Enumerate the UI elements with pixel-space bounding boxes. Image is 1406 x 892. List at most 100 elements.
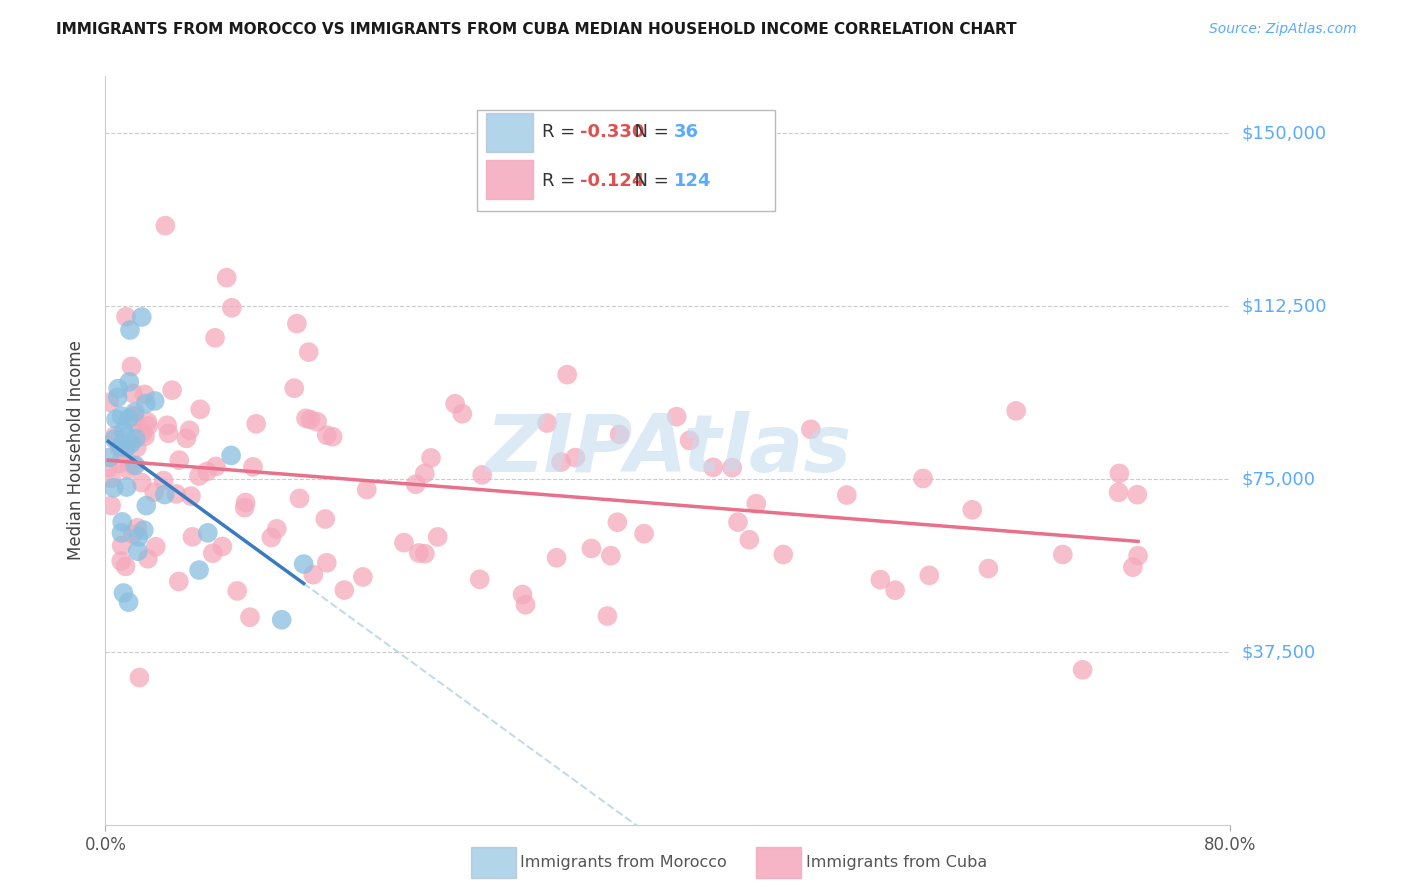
Point — [800, 422, 823, 436]
Point — [155, 219, 177, 233]
Point — [298, 345, 321, 359]
Point — [118, 411, 141, 425]
Point — [315, 556, 337, 570]
Point — [131, 310, 153, 324]
Text: Source: ZipAtlas.com: Source: ZipAtlas.com — [1209, 22, 1357, 37]
Point — [1122, 560, 1144, 574]
Y-axis label: Median Household Income: Median Household Income — [66, 341, 84, 560]
Point — [127, 544, 149, 558]
Point — [134, 429, 156, 443]
Point — [413, 467, 436, 481]
Point — [451, 407, 474, 421]
Point — [115, 480, 138, 494]
Text: N =: N = — [623, 123, 675, 141]
Point — [124, 432, 146, 446]
Point — [564, 450, 586, 465]
Point — [122, 458, 145, 473]
Point — [413, 547, 436, 561]
Point — [555, 368, 578, 382]
Text: -0.124: -0.124 — [581, 172, 644, 190]
Point — [302, 567, 325, 582]
Point — [204, 331, 226, 345]
Text: -0.330: -0.330 — [581, 123, 644, 141]
Point — [314, 512, 336, 526]
Point — [270, 613, 292, 627]
Point — [167, 453, 190, 467]
Point — [471, 467, 494, 482]
Point — [165, 487, 187, 501]
FancyBboxPatch shape — [485, 161, 533, 200]
Point — [107, 382, 129, 396]
Point — [131, 425, 153, 440]
Point — [125, 441, 148, 455]
Point — [111, 515, 134, 529]
Point — [322, 430, 344, 444]
Point — [233, 500, 256, 515]
Point — [245, 417, 267, 431]
Point — [581, 541, 603, 556]
Point — [181, 530, 204, 544]
Point — [108, 457, 131, 471]
Point — [115, 429, 138, 443]
Point — [772, 548, 794, 562]
Point — [606, 515, 628, 529]
Point — [132, 523, 155, 537]
Point — [176, 431, 198, 445]
Point — [153, 487, 176, 501]
Point — [98, 450, 121, 465]
Point — [392, 535, 415, 549]
Point — [515, 598, 537, 612]
Point — [134, 387, 156, 401]
Text: 124: 124 — [673, 172, 711, 190]
Point — [242, 459, 264, 474]
Point — [546, 550, 568, 565]
Point — [721, 460, 744, 475]
Point — [188, 402, 211, 417]
Point — [1071, 663, 1094, 677]
Point — [100, 499, 122, 513]
Point — [1052, 548, 1074, 562]
Point — [121, 409, 143, 424]
Text: IMMIGRANTS FROM MOROCCO VS IMMIGRANTS FROM CUBA MEDIAN HOUSEHOLD INCOME CORRELAT: IMMIGRANTS FROM MOROCCO VS IMMIGRANTS FR… — [56, 22, 1017, 37]
Point — [157, 426, 180, 441]
Point — [918, 568, 941, 582]
Text: Immigrants from Cuba: Immigrants from Cuba — [806, 855, 987, 870]
Text: R =: R = — [541, 123, 581, 141]
Point — [120, 436, 142, 450]
Text: $112,500: $112,500 — [1241, 297, 1327, 316]
Point — [120, 359, 142, 374]
Text: R =: R = — [541, 172, 581, 190]
Point — [1126, 488, 1149, 502]
Point — [110, 525, 132, 540]
Point — [727, 515, 749, 529]
Point — [118, 323, 141, 337]
Point — [266, 522, 288, 536]
Point — [444, 397, 467, 411]
Point — [104, 428, 127, 442]
Point — [288, 491, 311, 506]
Point — [211, 540, 233, 554]
Point — [110, 554, 132, 568]
Point — [292, 557, 315, 571]
Point — [596, 609, 619, 624]
Point — [188, 469, 211, 483]
Point — [124, 405, 146, 419]
Text: $150,000: $150,000 — [1241, 125, 1326, 143]
FancyBboxPatch shape — [485, 113, 533, 153]
Point — [299, 412, 322, 426]
Point — [315, 428, 337, 442]
Point — [609, 427, 631, 442]
Point — [122, 409, 145, 423]
Point — [405, 477, 427, 491]
Point — [156, 418, 179, 433]
Point — [128, 530, 150, 544]
Point — [179, 423, 201, 437]
Point — [122, 386, 145, 401]
Point — [112, 586, 135, 600]
Point — [115, 310, 138, 324]
Point — [127, 521, 149, 535]
Point — [145, 540, 167, 554]
Point — [136, 419, 159, 434]
Point — [295, 411, 318, 425]
Point — [197, 525, 219, 540]
